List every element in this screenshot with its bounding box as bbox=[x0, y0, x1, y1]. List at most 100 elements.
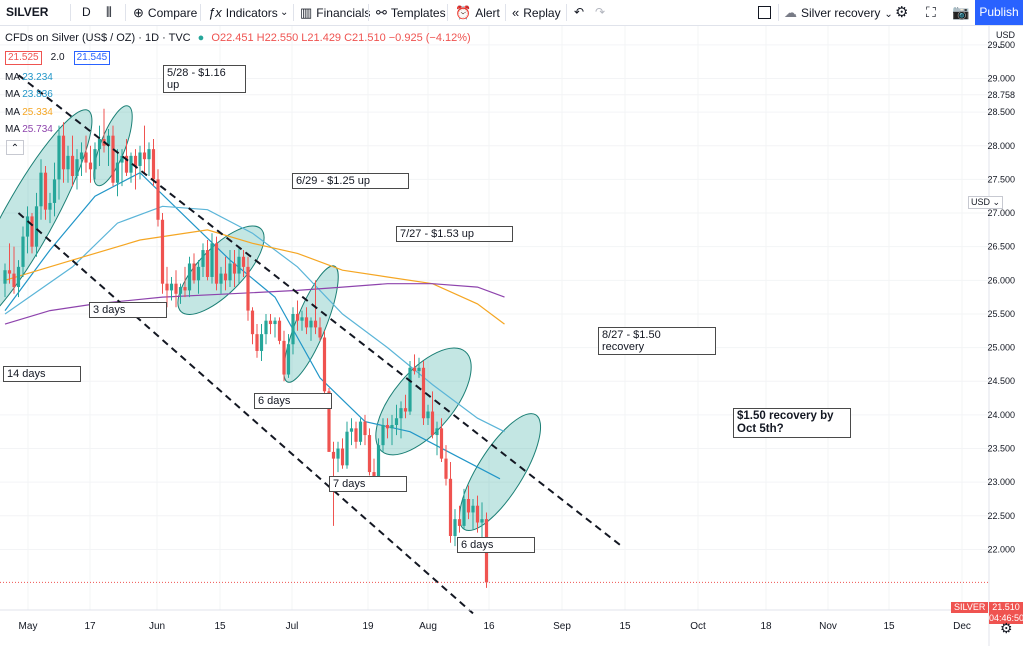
publish-button[interactable]: Publish bbox=[975, 0, 1023, 25]
time-tick-label: Jun bbox=[149, 621, 165, 632]
candle-body bbox=[255, 334, 259, 351]
ma-label: MA bbox=[5, 89, 20, 100]
replay-button[interactable]: «Replay bbox=[512, 0, 561, 25]
candle-body bbox=[34, 206, 39, 247]
price-tick-label: 28.758 bbox=[987, 90, 1015, 100]
candle-body bbox=[232, 263, 237, 274]
highlight-ellipse bbox=[458, 413, 542, 532]
toolbar-divider bbox=[778, 4, 779, 21]
price-axis[interactable]: 29.500 29.000 28.758 28.500 28.000 27.500 27.0… bbox=[987, 40, 1015, 555]
annotation-label[interactable]: 14 days bbox=[3, 366, 81, 382]
financials-button[interactable]: ▥ Financials bbox=[300, 0, 370, 25]
candle-body bbox=[430, 411, 435, 436]
undo-icon[interactable]: ↶ bbox=[574, 5, 585, 19]
bar-chart-icon: ▥ bbox=[300, 5, 313, 20]
annotation-label[interactable]: 6 days bbox=[254, 393, 332, 409]
annotation-label[interactable]: 6/29 - $1.25 up bbox=[292, 173, 409, 189]
candle-body bbox=[268, 320, 273, 325]
candle-body bbox=[192, 263, 196, 281]
candle-body bbox=[426, 411, 430, 419]
candle-body bbox=[340, 448, 345, 466]
price-chart[interactable]: 29.500 29.000 28.758 28.500 28.000 27.500 27.0… bbox=[0, 26, 1023, 646]
fullscreen-layout-icon[interactable] bbox=[758, 0, 771, 25]
camera-icon[interactable]: 📷 bbox=[952, 4, 970, 20]
candle-body bbox=[115, 162, 120, 183]
time-tick-label: Jul bbox=[286, 621, 299, 632]
time-tick-label: 16 bbox=[483, 621, 495, 632]
templates-button[interactable]: ⚯ Templates bbox=[376, 0, 446, 25]
fullscreen-icon[interactable]: ⛶ bbox=[926, 4, 936, 20]
annotation-label[interactable]: 5/28 - $1.16 up bbox=[163, 65, 246, 93]
annotation-label[interactable]: 7/27 - $1.53 up bbox=[396, 226, 513, 242]
price-tick-label: 25.000 bbox=[987, 343, 1015, 353]
candle-body bbox=[165, 283, 169, 291]
financials-label: Financials bbox=[316, 6, 371, 20]
layout-name-button[interactable]: ☁ Silver recovery ⌄ bbox=[784, 0, 893, 25]
time-axis[interactable]: May 17 Jun 15 Jul 19 Aug 16 Sep 15 Oct 18 Nov 15 Dec bbox=[19, 621, 971, 632]
price-tick-label: 22.500 bbox=[987, 511, 1015, 521]
legend-ma-row[interactable]: MA 23.836 bbox=[5, 89, 53, 100]
toolbar-divider bbox=[200, 4, 201, 21]
candle-body bbox=[336, 448, 340, 459]
annotation-label[interactable]: 3 days bbox=[89, 302, 167, 318]
candle-body bbox=[475, 505, 480, 523]
candle-body bbox=[403, 408, 408, 412]
candle-body bbox=[21, 236, 25, 267]
symbol-search-button[interactable]: SILVER bbox=[6, 5, 49, 19]
candle-body bbox=[210, 243, 214, 277]
moving-average-line bbox=[4, 205, 505, 433]
chart-type-candles-icon[interactable]: ⫴ bbox=[106, 4, 112, 20]
currency-select[interactable]: USD ⌄ bbox=[968, 196, 1004, 209]
annotation-label[interactable]: 8/27 - $1.50 recovery bbox=[598, 327, 716, 355]
price-tick-label: 23.000 bbox=[987, 477, 1015, 487]
chevron-down-icon: ⌄ bbox=[884, 9, 893, 20]
legend-ma-row[interactable]: MA 25.734 bbox=[5, 124, 53, 135]
candle-body bbox=[313, 320, 318, 328]
candle-body bbox=[241, 256, 246, 267]
candle-body bbox=[322, 337, 327, 392]
candle-body bbox=[187, 263, 192, 291]
interval-button[interactable]: D bbox=[82, 5, 91, 19]
candle-body bbox=[390, 424, 394, 429]
bid-box[interactable]: 21.525 bbox=[5, 51, 42, 65]
chart-area[interactable]: 29.500 29.000 28.758 28.500 28.000 27.500 27.0… bbox=[0, 26, 1023, 646]
redo-icon[interactable]: ↷ bbox=[595, 5, 606, 19]
candle-body bbox=[156, 179, 160, 220]
ask-box[interactable]: 21.545 bbox=[73, 51, 111, 65]
legend-ma-row[interactable]: MA 25.334 bbox=[5, 107, 53, 118]
candle-body bbox=[385, 424, 390, 429]
indicators-button[interactable]: ƒx Indicators bbox=[208, 0, 278, 25]
annotation-label[interactable]: $1.50 recovery by Oct 5th? bbox=[733, 408, 851, 438]
candle-body bbox=[66, 155, 70, 170]
gear-icon[interactable]: ⚙ bbox=[895, 4, 909, 21]
time-tick-label: 15 bbox=[214, 621, 226, 632]
time-tick-label: 18 bbox=[760, 621, 772, 632]
moving-average-line bbox=[4, 171, 501, 480]
candle-body bbox=[43, 172, 48, 210]
candle-body bbox=[201, 250, 205, 267]
candle-body bbox=[295, 313, 300, 321]
time-tick-label: 15 bbox=[883, 621, 895, 632]
candle-body bbox=[408, 367, 412, 412]
candle-body bbox=[381, 424, 385, 446]
candle-body bbox=[142, 152, 147, 160]
moving-average-lines bbox=[4, 171, 505, 480]
candle-body bbox=[462, 498, 466, 526]
alert-button[interactable]: ⏰ Alert bbox=[455, 0, 500, 25]
axis-currency-button[interactable]: USD ⌄ bbox=[996, 30, 1023, 51]
fx-icon: ƒx bbox=[208, 5, 222, 20]
chart-settings-gear-icon[interactable]: ⚙ bbox=[1000, 620, 1013, 636]
annotation-label[interactable]: 7 days bbox=[329, 476, 407, 492]
legend-collapse-button[interactable]: ⌃ bbox=[6, 140, 24, 155]
annotation-label[interactable]: 6 days bbox=[457, 537, 535, 553]
candles bbox=[3, 108, 489, 588]
candle-body bbox=[129, 155, 133, 173]
legend-title: CFDs on Silver (US$ / OZ) · 1D · TVC bbox=[5, 32, 191, 44]
candle-body bbox=[264, 320, 268, 335]
candle-body bbox=[97, 139, 102, 150]
chevron-down-icon[interactable]: ⌄ bbox=[280, 7, 289, 18]
legend-bid-ask-row: 21.525 2.0 21.545 bbox=[5, 51, 111, 65]
candle-body bbox=[219, 273, 223, 284]
legend-ma-row[interactable]: MA 23.234 bbox=[5, 72, 53, 83]
compare-button[interactable]: ⊕ Compare bbox=[133, 0, 197, 25]
